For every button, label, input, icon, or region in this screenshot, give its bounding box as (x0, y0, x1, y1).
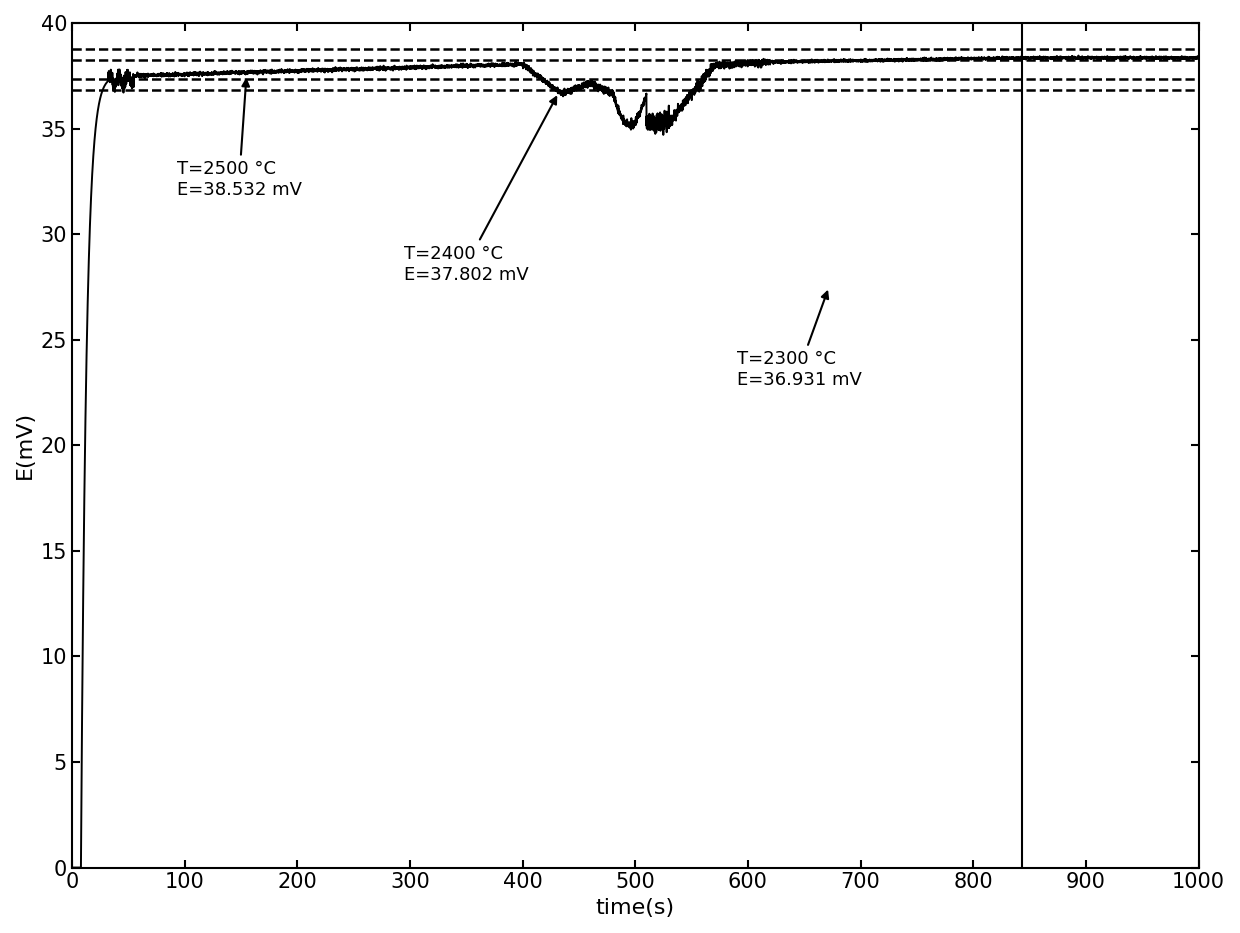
Text: T=2500 °C
E=38.532 mV: T=2500 °C E=38.532 mV (176, 80, 301, 199)
X-axis label: time(s): time(s) (595, 898, 675, 918)
Text: T=2300 °C
E=36.931 mV: T=2300 °C E=36.931 mV (737, 292, 862, 389)
Y-axis label: E(mV): E(mV) (15, 411, 35, 480)
Text: T=2400 °C
E=37.802 mV: T=2400 °C E=37.802 mV (404, 97, 557, 284)
